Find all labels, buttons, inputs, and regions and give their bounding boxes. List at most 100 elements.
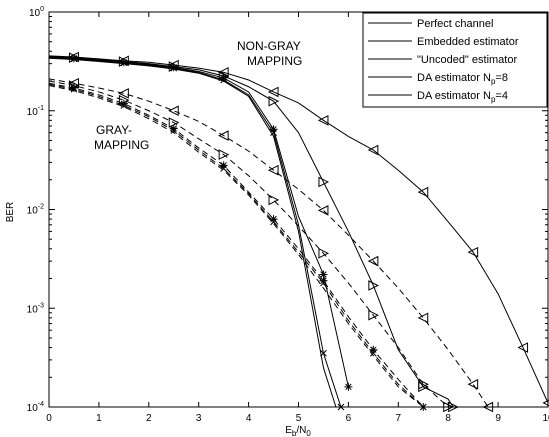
data-point-tri-left [467,378,479,390]
data-point-tri-left [367,255,379,267]
x-tick-label: 2 [146,413,152,424]
data-point-tri-left [267,164,279,176]
legend-label-perfect: Perfect channel [417,18,493,30]
data-point-tri-left [218,130,229,141]
data-point-tri-right [118,94,130,106]
data-point-tri-left [542,399,549,407]
data-point-star [169,124,178,133]
data-point-tri-right [448,401,459,413]
x-axis-title-main: E [285,425,292,436]
annotation-gray-line2: MAPPING [94,138,149,152]
data-point-tri-left [467,246,479,258]
series-line-gray-7 [49,82,424,407]
data-point-tri-left [317,205,329,216]
legend-label-da4: DA estimator Np=4 [417,90,508,104]
annotation-nongray-line1: NON-GRAY [237,39,301,53]
x-tick-label: 5 [296,413,302,424]
data-point-tri-right [68,52,80,63]
data-point-tri-left [68,77,79,89]
x-tick-label: 10 [542,413,549,424]
y-tick-label: 10-1 [27,105,44,118]
axis-ticks: 0 1 2 3 4 5 6 7 8 9 10 100 10-1 10-2 10-3 10-4 [27,6,549,424]
x-tick-label: 6 [346,413,352,424]
y-tick-label: 10-3 [27,302,44,315]
data-point-tri-left [482,401,494,413]
series-line-gray-8 [49,80,449,407]
data-point-tri-left [517,342,529,353]
data-point-star [319,270,328,279]
series-line-non-gray-1 [49,57,342,407]
x-axis-title-sub2: 0 [306,429,311,437]
x-tick-label: 4 [246,413,252,424]
data-point-tri-left [118,88,129,99]
data-point-tri-right [168,61,180,72]
legend-label-da4-sub: p [491,95,496,104]
y-tick-label: 10-2 [27,204,44,217]
series-line-non-gray-0 [49,57,337,407]
data-point-tri-left [367,144,379,156]
annotation-gray-line1: GRAY- [96,123,132,137]
data-point-tri-right [368,309,379,321]
legend-label-da8-main: DA estimator N [417,72,491,84]
x-axis-title-mid: /N [296,425,306,436]
y-tick-label: 100 [29,6,44,19]
data-point-tri-right [318,248,330,259]
x-tick-label: 3 [196,413,202,424]
data-point-tri-right [443,401,454,413]
x-tick-label: 0 [46,413,52,424]
legend-label-embedded: Embedded estimator [417,36,519,48]
data-point-star [219,161,228,170]
series-layer [49,55,548,407]
legend-label-uncoded: "Uncoded" estimator [417,54,517,66]
legend-label-da4-tail: =4 [495,90,508,102]
annotation-gray: GRAY-MAPPING [94,123,149,152]
x-tick-label: 7 [396,413,402,424]
data-point-star [319,276,328,285]
x-tick-label: 1 [96,413,102,424]
data-point-tri-left [168,105,179,117]
data-point-x [337,403,345,411]
data-point-tri-right [218,149,230,160]
x-tick-label: 8 [445,413,451,424]
series-line-gray-5 [49,85,424,407]
data-point-star [269,125,278,134]
data-point-tri-right [168,117,180,128]
legend-label-da8: DA estimator Np=8 [417,72,508,86]
data-point-tri-left [168,59,179,71]
legend-box [362,12,548,108]
data-point-tri-left [267,86,279,98]
y-tick-label: 10-4 [27,401,44,414]
legend-label-da8-tail: =8 [495,72,508,84]
legend-label-da4-main: DA estimator N [417,90,491,102]
data-point-star [369,345,378,354]
data-point-star [419,403,428,411]
data-point-tri-left [317,115,329,126]
data-point-tri-right [118,56,130,67]
data-point-tri-right [318,176,330,188]
data-point-tri-right [268,194,280,206]
x-axis-title: Eb/N0 [285,425,311,437]
data-point-star [69,54,78,63]
annotation-nongray-line2: MAPPING [247,54,302,68]
data-point-tri-right [68,80,80,91]
data-point-tri-right [268,95,280,107]
data-point-star [269,215,278,224]
series-line-non-gray-4 [49,55,548,404]
data-point-tri-left [218,67,229,78]
legend: Perfect channel Embedded estimator "Unco… [362,12,548,108]
data-point-star [119,99,128,108]
data-point-star [344,382,353,391]
y-axis-title: BER [5,202,16,223]
series-line-gray-9 [49,78,489,407]
data-point-tri-left [417,312,429,324]
data-point-star [119,58,128,67]
data-point-tri-right [218,70,230,82]
data-point-tri-left [417,186,429,198]
data-point-tri-right [368,280,379,291]
annotation-nongray: NON-GRAY MAPPING [237,39,302,68]
series-line-gray-6 [49,83,424,407]
legend-label-da8-sub: p [491,77,496,86]
x-axis-title-sub1: b [292,429,297,437]
series-line-non-gray-2 [49,56,349,387]
